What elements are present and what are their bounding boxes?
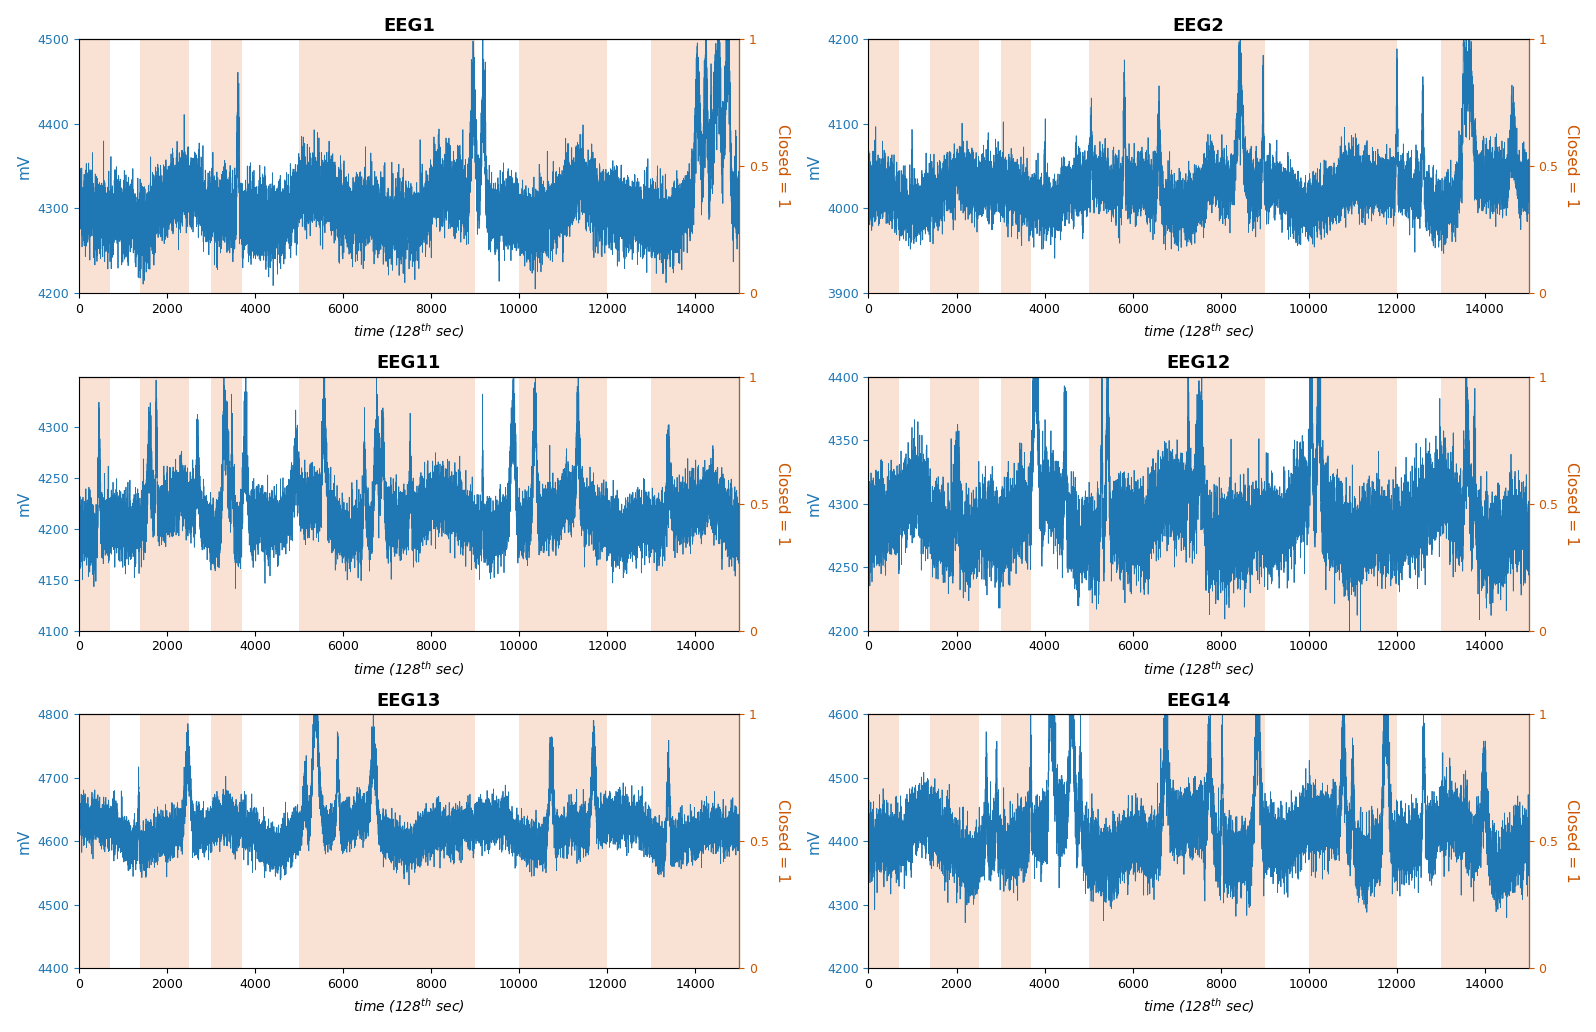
- Bar: [519, 714, 606, 968]
- Y-axis label: Closed = 1: Closed = 1: [774, 461, 790, 545]
- Y-axis label: Closed = 1: Closed = 1: [1564, 461, 1580, 545]
- Bar: [211, 39, 241, 293]
- Bar: [930, 714, 978, 968]
- Bar: [1309, 39, 1396, 293]
- Y-axis label: mV: mV: [18, 491, 32, 516]
- Bar: [298, 714, 476, 968]
- Y-axis label: Closed = 1: Closed = 1: [1564, 799, 1580, 883]
- Bar: [78, 714, 110, 968]
- Title: EEG2: EEG2: [1173, 17, 1224, 35]
- Bar: [211, 377, 241, 631]
- Y-axis label: Closed = 1: Closed = 1: [774, 799, 790, 883]
- Bar: [519, 377, 606, 631]
- Title: EEG11: EEG11: [377, 354, 440, 373]
- Bar: [930, 377, 978, 631]
- Bar: [140, 714, 188, 968]
- Bar: [298, 377, 476, 631]
- Title: EEG1: EEG1: [383, 17, 434, 35]
- Bar: [78, 39, 110, 293]
- X-axis label: time (128$^{th}$ sec): time (128$^{th}$ sec): [353, 997, 464, 1015]
- Bar: [930, 39, 978, 293]
- Bar: [1441, 39, 1529, 293]
- Y-axis label: mV: mV: [16, 829, 32, 853]
- Bar: [868, 39, 899, 293]
- Title: EEG13: EEG13: [377, 691, 440, 710]
- Bar: [1441, 377, 1529, 631]
- Y-axis label: mV: mV: [806, 829, 822, 853]
- Y-axis label: Closed = 1: Closed = 1: [1564, 124, 1580, 207]
- Bar: [1001, 39, 1031, 293]
- Bar: [1088, 377, 1264, 631]
- Bar: [868, 714, 899, 968]
- X-axis label: time (128$^{th}$ sec): time (128$^{th}$ sec): [353, 658, 464, 678]
- Y-axis label: mV: mV: [16, 154, 32, 179]
- Bar: [1088, 39, 1264, 293]
- X-axis label: time (128$^{th}$ sec): time (128$^{th}$ sec): [1143, 658, 1254, 678]
- Bar: [868, 377, 899, 631]
- X-axis label: time (128$^{th}$ sec): time (128$^{th}$ sec): [1143, 997, 1254, 1015]
- Title: EEG14: EEG14: [1167, 691, 1231, 710]
- Bar: [1309, 714, 1396, 968]
- X-axis label: time (128$^{th}$ sec): time (128$^{th}$ sec): [353, 321, 464, 341]
- Title: EEG12: EEG12: [1167, 354, 1231, 373]
- Bar: [140, 377, 188, 631]
- Bar: [1001, 377, 1031, 631]
- Y-axis label: mV: mV: [806, 154, 822, 179]
- Bar: [78, 377, 110, 631]
- Bar: [651, 39, 739, 293]
- Y-axis label: Closed = 1: Closed = 1: [774, 124, 790, 207]
- Bar: [651, 377, 739, 631]
- Bar: [519, 39, 606, 293]
- Bar: [140, 39, 188, 293]
- Bar: [1001, 714, 1031, 968]
- Bar: [1309, 377, 1396, 631]
- Bar: [211, 714, 241, 968]
- Bar: [298, 39, 476, 293]
- X-axis label: time (128$^{th}$ sec): time (128$^{th}$ sec): [1143, 321, 1254, 341]
- Bar: [651, 714, 739, 968]
- Bar: [1441, 714, 1529, 968]
- Bar: [1088, 714, 1264, 968]
- Y-axis label: mV: mV: [806, 491, 822, 516]
